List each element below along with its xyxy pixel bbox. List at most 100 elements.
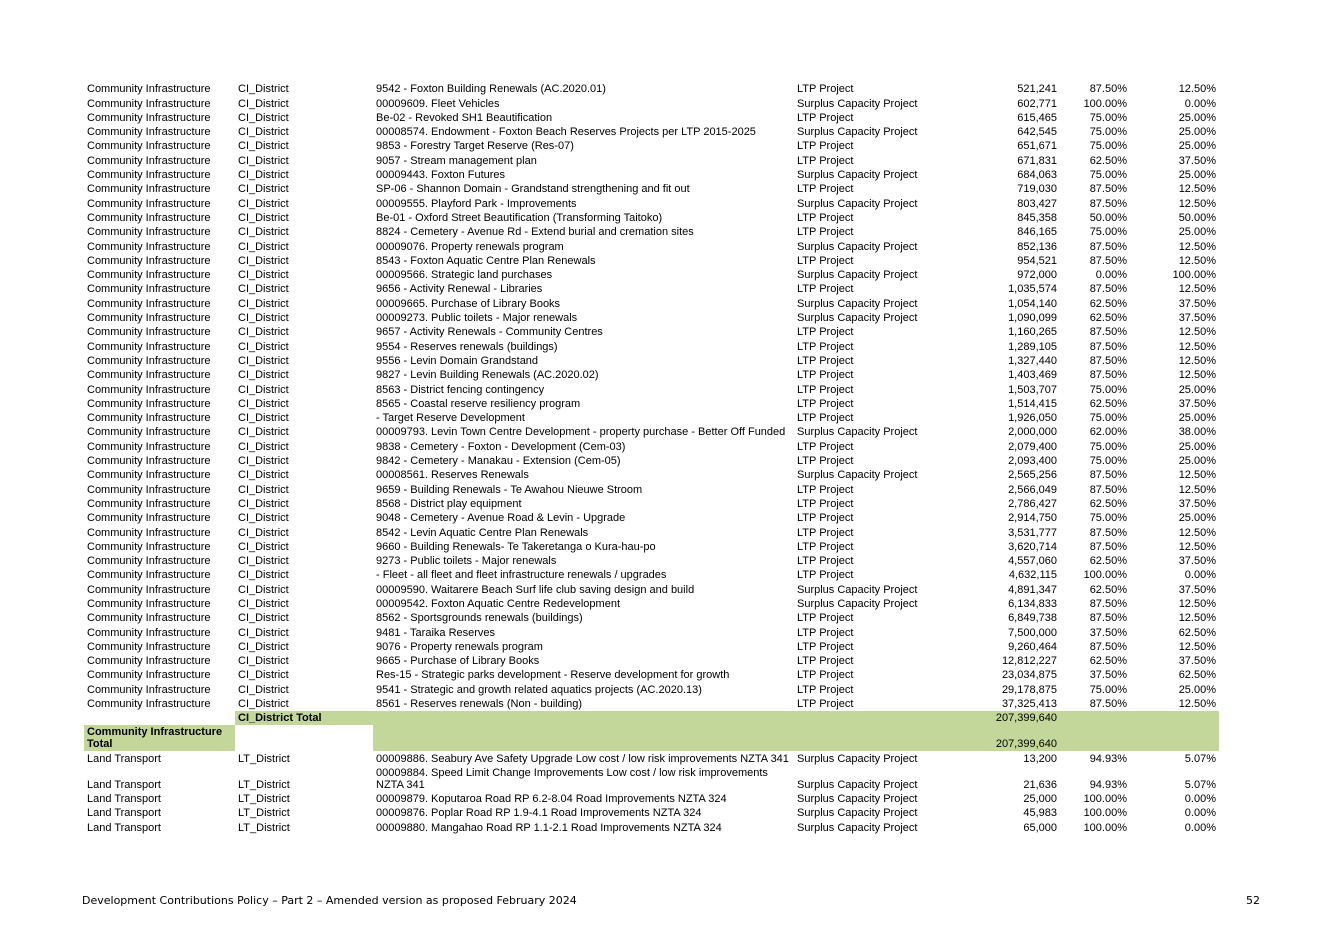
project-cell: 8824 - Cemetery - Avenue Rd - Extend bur…: [376, 226, 694, 239]
district-cell: CI_District: [238, 440, 289, 453]
group-cell: Community Infrastructure: [87, 354, 211, 367]
group-cell: Community Infrastructure: [87, 440, 211, 453]
group-cell: Community Infrastructure: [87, 169, 211, 182]
category-cell: Surplus Capacity Project: [797, 240, 918, 253]
amount-cell: 2,786,427: [1008, 497, 1057, 510]
district-cell: CI_District: [238, 297, 289, 310]
group-cell: Land Transport: [87, 821, 161, 834]
district-cell: CI_District: [238, 483, 289, 496]
pct-cell: 25.00%: [1178, 412, 1216, 425]
amount-cell: 642,545: [1017, 126, 1057, 139]
pct-cell: 12.50%: [1178, 326, 1216, 339]
district-cell: CI_District: [238, 269, 289, 282]
category-cell: Surplus Capacity Project: [797, 197, 918, 210]
pct-cell: 12.50%: [1178, 283, 1216, 296]
district-cell: CI_District: [238, 412, 289, 425]
page-number: 52: [1246, 894, 1260, 907]
category-cell: LTP Project: [797, 154, 854, 167]
pct-cell: 12.50%: [1178, 183, 1216, 196]
group-cell: Community Infrastructure: [87, 626, 211, 639]
table-row: Community Infrastructure CI_District Res-1…: [84, 668, 1219, 682]
category-cell: LTP Project: [797, 698, 854, 711]
project-cell: [373, 711, 794, 726]
amount-cell: 954,521: [1017, 254, 1057, 267]
category-cell: LTP Project: [797, 555, 854, 568]
amount-cell: 2,079,400: [1008, 440, 1057, 453]
project-cell: [373, 725, 794, 752]
group-cell: Community Infrastructure: [87, 297, 211, 310]
project-cell: 9076 - Property renewals program: [376, 640, 543, 653]
pct-cell: 87.50%: [1089, 283, 1127, 296]
category-cell: Surplus Capacity Project: [797, 269, 918, 282]
pct-cell: 87.50%: [1089, 369, 1127, 382]
amount-cell: 6,849,738: [1008, 612, 1057, 625]
category-cell: LTP Project: [797, 283, 854, 296]
group-cell: Community Infrastructure: [87, 555, 211, 568]
amount-cell: 12,812,227: [1001, 655, 1057, 668]
group-cell: Community Infrastructure: [87, 583, 211, 596]
table-row: Land Transport LT_District 00009886. Seabu…: [84, 751, 1219, 765]
category-cell: Surplus Capacity Project: [797, 169, 918, 182]
pct-cell: 87.50%: [1089, 540, 1127, 553]
pct-cell: 87.50%: [1089, 83, 1127, 96]
project-cell: 9481 - Taraika Reserves: [376, 626, 496, 639]
district-cell: CI_District: [238, 655, 289, 668]
pct-cell: 100.00%: [1083, 807, 1127, 820]
table-row: Community Infrastructure CI_District 8824 …: [84, 225, 1219, 239]
project-cell: 00009542. Foxton Aquatic Centre Redevelo…: [376, 597, 620, 610]
table-row: Community Infrastructure CI_District 8563 …: [84, 382, 1219, 396]
group-cell: Community Infrastructure: [87, 154, 211, 167]
project-cell: 9838 - Cemetery - Foxton - Development (…: [376, 440, 626, 453]
amount-cell: 21,636: [1023, 778, 1057, 791]
pct-cell: 75.00%: [1089, 383, 1127, 396]
project-cell: 8562 - Sportsgrounds renewals (buildings…: [376, 612, 583, 625]
amount-cell: 684,063: [1017, 169, 1057, 182]
category-cell: Surplus Capacity Project: [797, 752, 918, 765]
project-cell: - Target Reserve Development: [376, 412, 525, 425]
table-row: Land Transport LT_District 00009879. Koput…: [84, 792, 1219, 806]
group-cell: Community Infrastructure: [87, 497, 211, 510]
table-row: Community Infrastructure CI_District 9838 …: [84, 439, 1219, 453]
amount-cell: 1,160,265: [1008, 326, 1057, 339]
group-cell: Community Infrastructure: [87, 211, 211, 224]
category-cell: LTP Project: [797, 640, 854, 653]
district-cell: CI_District: [238, 497, 289, 510]
category-cell: LTP Project: [797, 183, 854, 196]
category-cell: Surplus Capacity Project: [797, 597, 918, 610]
amount-cell: 521,241: [1017, 83, 1057, 96]
category-cell: LTP Project: [797, 83, 854, 96]
project-cell: 00009884. Speed Limit Change Improvement…: [376, 766, 768, 791]
pct-cell: 50.00%: [1089, 211, 1127, 224]
project-cell: 00009793. Levin Town Centre Development …: [376, 426, 786, 439]
table-row: Community Infrastructure CI_District 9853 …: [84, 139, 1219, 153]
category-cell: LTP Project: [797, 455, 854, 468]
pct-cell: 62.50%: [1089, 312, 1127, 325]
pct-cell: 37.50%: [1089, 626, 1127, 639]
group-cell: [84, 711, 235, 726]
amount-cell: 845,358: [1017, 211, 1057, 224]
pct-cell: 12.50%: [1178, 640, 1216, 653]
pct-cell: 0.00%: [1184, 807, 1216, 820]
pct-cell: 37.50%: [1178, 297, 1216, 310]
group-cell: Community Infrastructure: [87, 283, 211, 296]
district-cell: CI_District: [238, 369, 289, 382]
group-cell: Community Infrastructure: [87, 340, 211, 353]
district-cell: CI_District: [238, 226, 289, 239]
district-cell: CI_District: [238, 154, 289, 167]
pct-cell: 62.50%: [1089, 154, 1127, 167]
project-cell: SP-06 - Shannon Domain - Grandstand stre…: [376, 183, 690, 196]
category-cell: Surplus Capacity Project: [797, 97, 918, 110]
group-cell: Community Infrastructure: [87, 197, 211, 210]
amount-cell: 65,000: [1023, 821, 1057, 834]
pct-cell: 87.50%: [1089, 483, 1127, 496]
pct-cell: 75.00%: [1089, 683, 1127, 696]
amount-cell: 23,034,875: [1001, 669, 1057, 682]
table-row: Community Infrastructure CI_District 8543 …: [84, 254, 1219, 268]
amount-cell: 615,465: [1017, 111, 1057, 124]
category-cell: Surplus Capacity Project: [797, 426, 918, 439]
pct-cell: 0.00%: [1095, 269, 1127, 282]
amount-cell: 7,500,000: [1008, 626, 1057, 639]
table-row: Land Transport LT_District 00009880. Manga…: [84, 820, 1219, 834]
district-cell: CI_District: [238, 626, 289, 639]
project-cell: 9556 - Levin Domain Grandstand: [376, 354, 539, 367]
